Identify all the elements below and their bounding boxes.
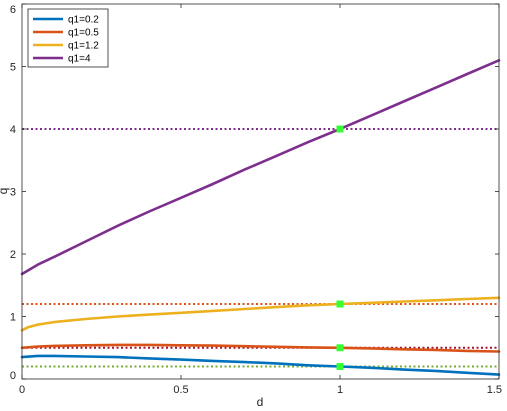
y-tick-label-3: 3: [10, 187, 16, 199]
y-tick-label-0: 0: [10, 370, 16, 382]
y-tick-label-2: 2: [10, 249, 16, 261]
legend-label-2: q1=1.2: [68, 41, 99, 52]
legend: q1=0.2 q1=0.5 q1=1.2 q1=4: [27, 8, 109, 68]
x-tick-label-1: 0.5: [173, 384, 188, 396]
series-line-2: [20, 296, 501, 332]
marker-1: [336, 344, 344, 352]
y-tick-label-1: 1: [10, 312, 16, 324]
y-tick-label-4: 4: [10, 124, 16, 136]
y-axis-ticks: 0 1 2 3 4 5 6: [10, 3, 499, 382]
series-line-3: [20, 58, 501, 276]
x-tick-label-0: 0: [19, 384, 25, 396]
legend-label-0: q1=0.2: [68, 15, 99, 26]
series-lines: [20, 58, 501, 376]
intersection-markers: [336, 125, 344, 370]
legend-label-3: q1=4: [68, 54, 91, 65]
x-tick-label-3: 1.5: [487, 384, 502, 396]
y-tick-label-5: 5: [10, 62, 16, 74]
marker-3: [336, 125, 344, 133]
marker-0: [336, 363, 344, 370]
x-axis-label: d: [257, 395, 264, 409]
x-axis-ticks: 0 0.5 1 1.5: [19, 4, 502, 396]
series-line-0: [20, 354, 501, 376]
y-axis-label: q: [0, 188, 10, 195]
marker-2: [336, 300, 344, 308]
x-tick-label-2: 1: [337, 384, 343, 396]
y-tick-label-6: 6: [10, 4, 16, 16]
series-line-1: [20, 343, 501, 353]
legend-label-1: q1=0.5: [68, 28, 99, 39]
